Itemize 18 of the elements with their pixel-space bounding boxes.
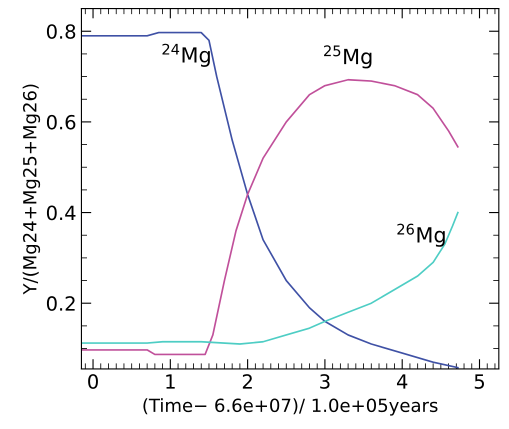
y-tick-label: 0.2	[46, 296, 75, 311]
x-tick-label: 5	[474, 374, 484, 389]
x-axis-title: (Time− 6.6e+07)/ 1.0e+05years	[143, 398, 438, 416]
series-label: $^{25}$Mg	[324, 45, 372, 68]
y-tick-label: 0.8	[46, 24, 76, 39]
y-tick-label: 0.4	[46, 206, 76, 220]
x-tick-label: 4	[396, 374, 408, 389]
line-series	[81, 78, 459, 356]
y-axis-title: Y/(Mg24+Mg25+Mg26)	[22, 84, 40, 295]
x-tick-label: 2	[242, 374, 252, 389]
series-label: $^{26}$Mg	[397, 224, 445, 247]
x-tick-label: 1	[166, 374, 175, 389]
x-tick-label: 0	[88, 374, 98, 389]
y-tick-label: 0.6	[46, 114, 76, 130]
series-label: $^{24}$Mg	[162, 44, 210, 67]
line-series	[81, 212, 459, 345]
x-tick-label: 3	[320, 374, 330, 389]
line-series	[81, 32, 459, 368]
